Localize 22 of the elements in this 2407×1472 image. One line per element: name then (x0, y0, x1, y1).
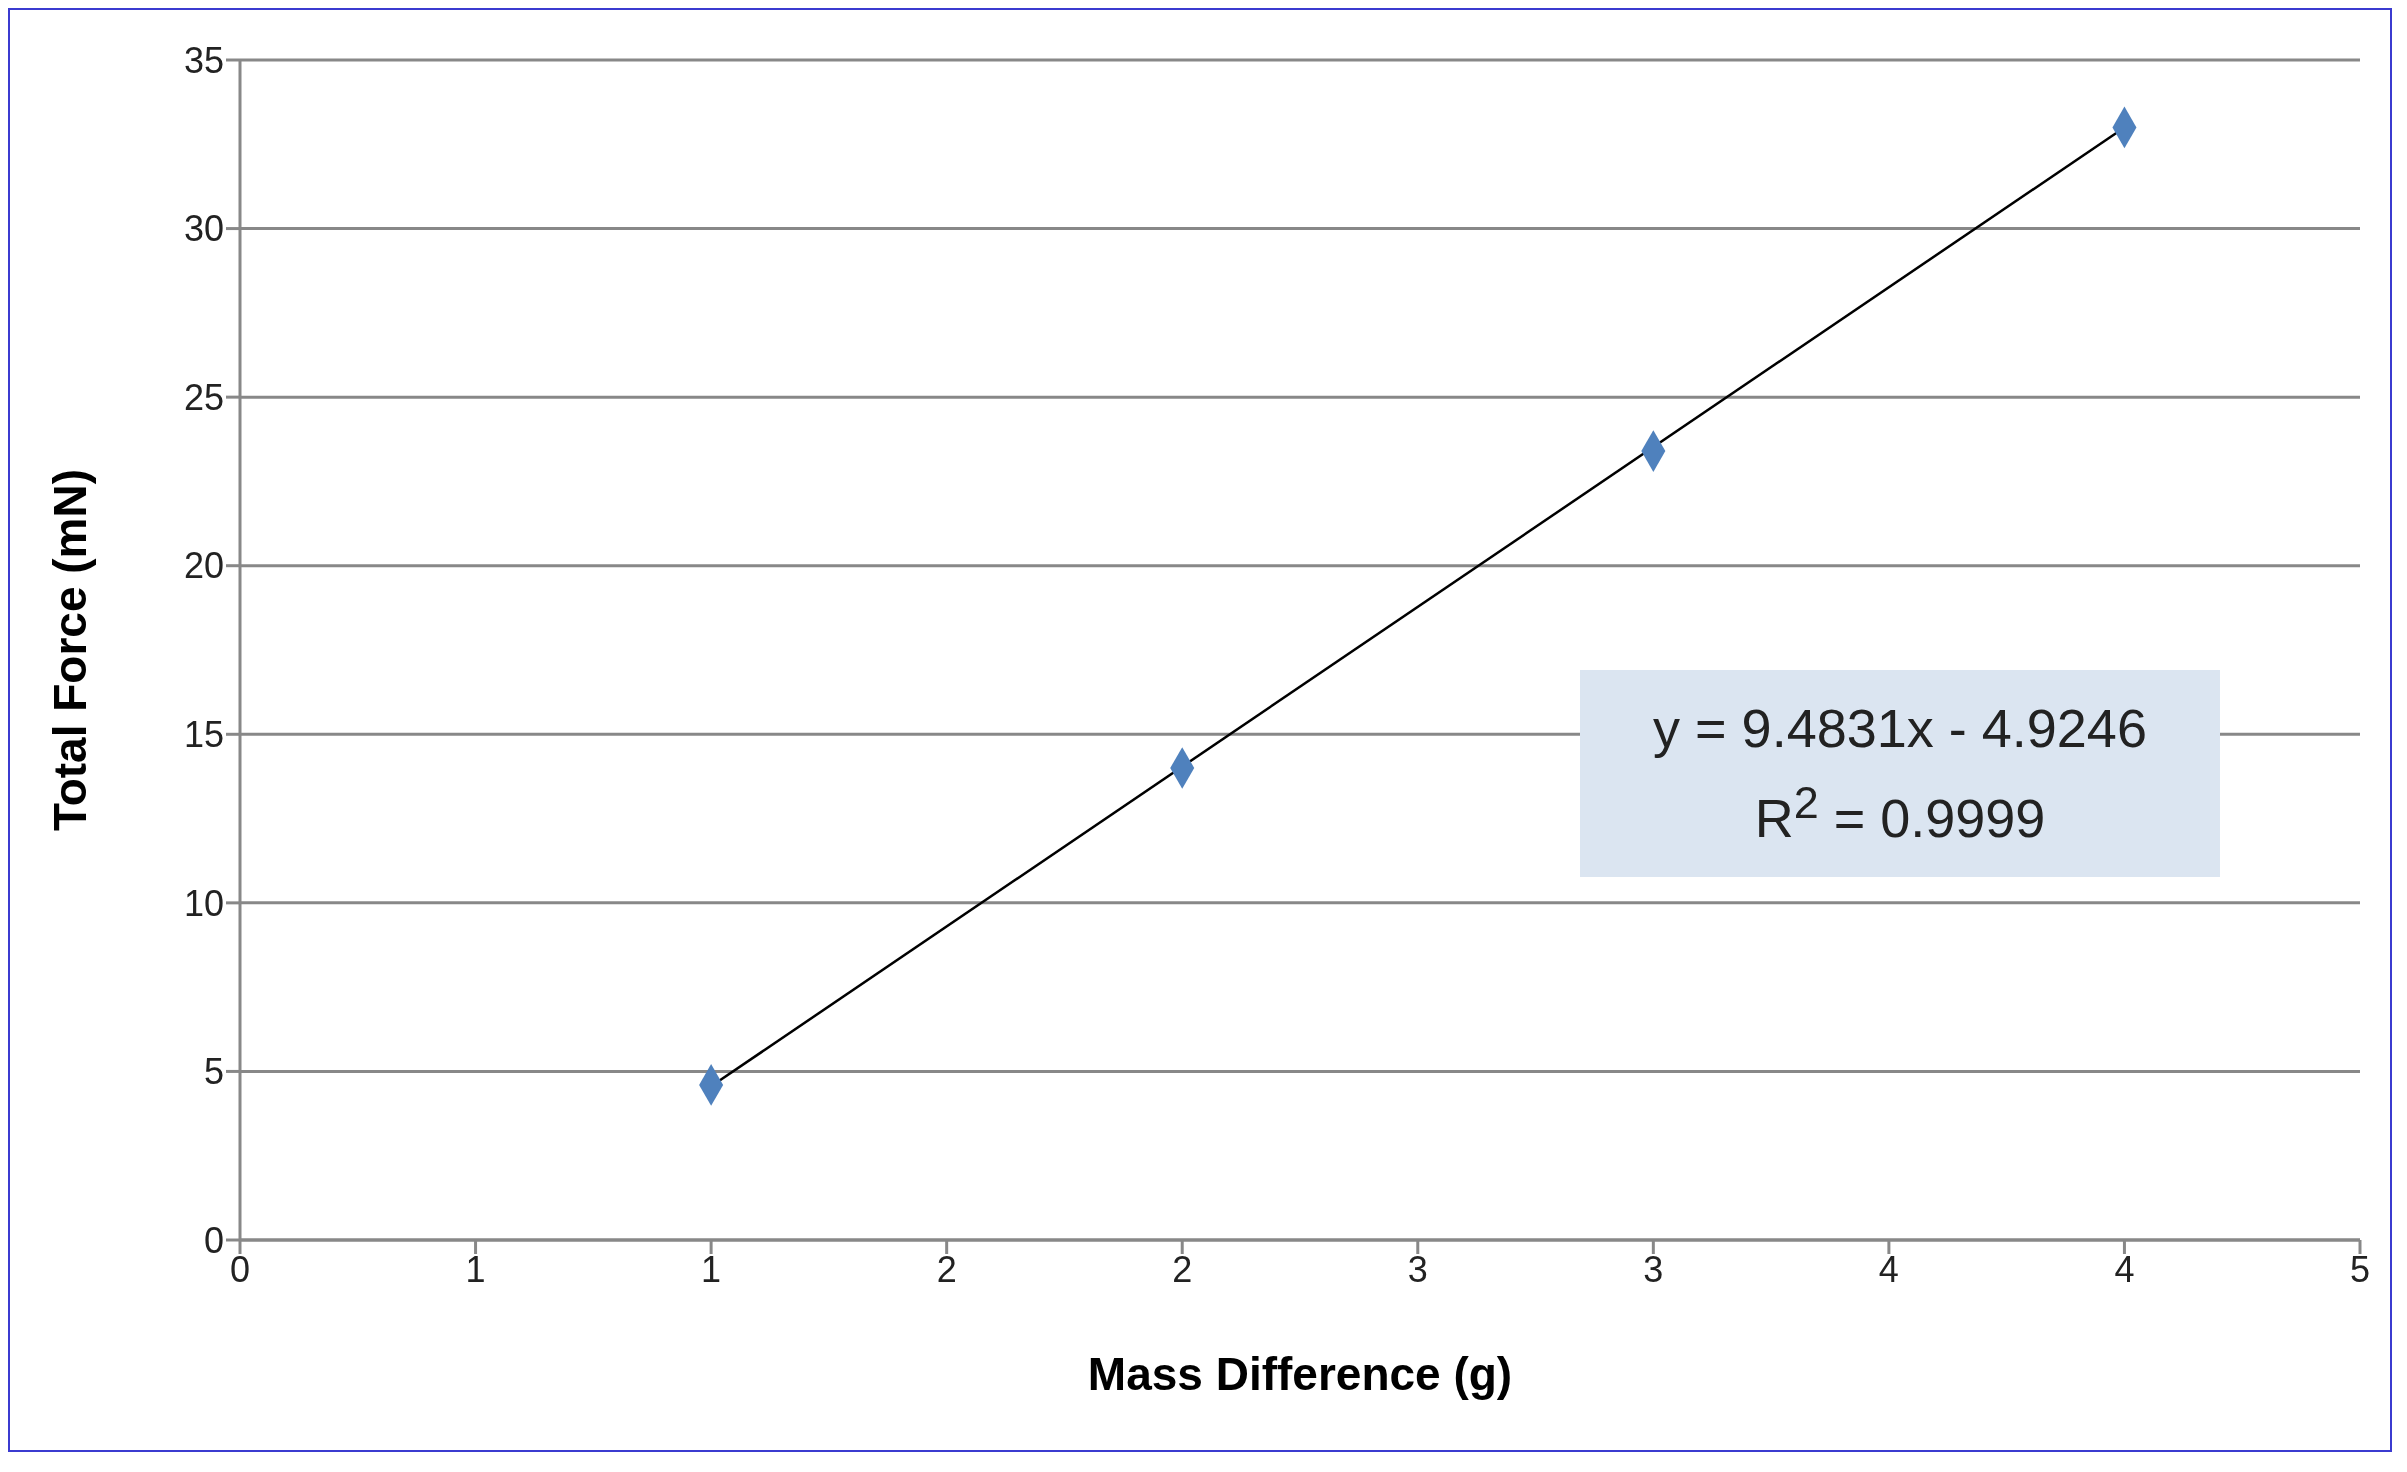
x-tick-label: 3 (1407, 1248, 1428, 1290)
x-tick-label: 3 (1643, 1248, 1664, 1290)
y-tick-label: 25 (183, 376, 224, 418)
y-tick-label: 35 (183, 39, 224, 81)
y-axis-title: Total Force (mN) (44, 468, 97, 832)
y-tick-label: 5 (203, 1051, 224, 1093)
x-tick-label: 1 (465, 1248, 486, 1290)
y-tick-label: 30 (183, 208, 224, 250)
annotation: y = 9.4831x - 4.9246 (1652, 697, 2148, 760)
x-tick-label: 1 (701, 1248, 722, 1290)
x-tick-label: 2 (1172, 1248, 1193, 1290)
x-tick-label: 4 (2114, 1248, 2135, 1290)
x-tick-label: 5 (2349, 1248, 2371, 1290)
x-axis-title: Mass Difference (g) (1087, 1348, 1513, 1400)
x-tick-label: 2 (936, 1248, 957, 1290)
y-tick-label: 15 (183, 714, 224, 756)
x-tick-label: 0 (229, 1248, 251, 1290)
y-tick-label: 0 (203, 1219, 224, 1261)
y-tick-label: 10 (183, 882, 224, 924)
annotation: R$^{2}$ = 0.9999 (1753, 776, 2047, 850)
y-tick-label: 20 (183, 545, 224, 587)
x-tick-label: 4 (1878, 1248, 1899, 1290)
